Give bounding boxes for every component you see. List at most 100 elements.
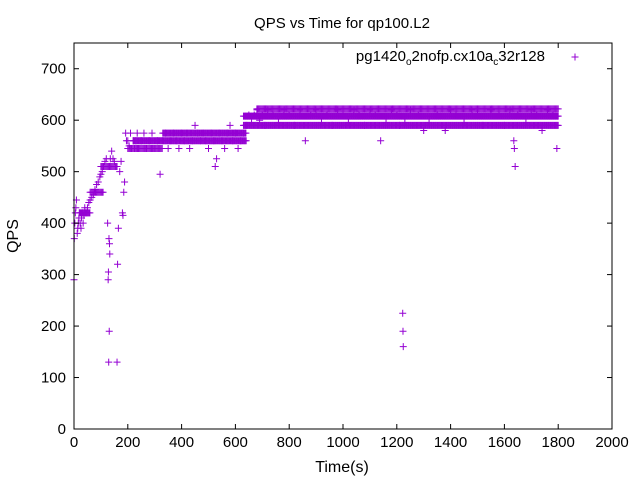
y-tick-label: 200 xyxy=(41,318,66,335)
data-point xyxy=(543,106,551,114)
data-point xyxy=(510,145,518,153)
data-point xyxy=(98,168,106,176)
legend-text-part-3: 32r128 xyxy=(498,48,545,65)
data-point xyxy=(73,229,81,237)
data-point xyxy=(377,137,385,145)
data-point xyxy=(301,137,309,145)
data-point xyxy=(126,129,134,137)
data-point xyxy=(406,106,414,114)
data-point xyxy=(420,126,428,134)
data-point xyxy=(211,163,219,171)
data-point xyxy=(117,157,125,165)
data-point xyxy=(253,106,261,114)
data-point xyxy=(164,145,172,153)
data-point xyxy=(487,106,495,114)
data-point xyxy=(104,276,112,284)
data-point xyxy=(79,219,87,227)
y-tick-label: 400 xyxy=(41,215,66,232)
data-point xyxy=(387,106,395,114)
data-point xyxy=(99,188,107,196)
data-point xyxy=(395,121,403,129)
data-point xyxy=(474,111,481,119)
data-point xyxy=(77,224,85,232)
x-tick-label: 600 xyxy=(223,434,248,451)
data-point xyxy=(145,137,153,145)
data-point xyxy=(323,111,331,119)
data-point xyxy=(291,121,299,129)
x-tick-label: 400 xyxy=(169,434,194,451)
x-tick-label: 1800 xyxy=(542,434,575,451)
data-point xyxy=(148,129,156,137)
data-point xyxy=(382,119,390,127)
data-point xyxy=(158,145,166,153)
data-point xyxy=(140,129,148,137)
data-point xyxy=(114,260,122,268)
data-point xyxy=(218,137,226,145)
data-point xyxy=(72,204,80,212)
x-tick-label: 1000 xyxy=(326,434,359,451)
data-point xyxy=(366,106,374,114)
data-point xyxy=(137,137,145,145)
data-point xyxy=(296,106,304,114)
data-point xyxy=(399,343,407,351)
data-point xyxy=(355,111,363,119)
data-point xyxy=(479,121,487,129)
data-point xyxy=(191,121,199,129)
data-point xyxy=(82,209,90,217)
legend-subscript-1: o xyxy=(406,57,412,68)
data-point xyxy=(269,111,277,119)
y-tick-label: 600 xyxy=(41,112,66,129)
data-point xyxy=(533,111,541,119)
legend: pg1420o2nofp.cx10ac32r128 xyxy=(356,48,579,68)
data-point xyxy=(205,145,212,153)
chart-title: QPS vs Time for qp100.L2 xyxy=(254,15,430,32)
data-point xyxy=(414,111,422,119)
legend-subscript-2: c xyxy=(493,57,498,68)
data-point xyxy=(344,119,352,127)
data-point xyxy=(106,250,114,258)
data-point xyxy=(460,119,468,127)
data-point xyxy=(554,112,562,120)
legend-label: pg1420o2nofp.cx10ac32r128 xyxy=(356,48,545,68)
data-point xyxy=(100,163,108,171)
data-point xyxy=(89,191,97,199)
data-point xyxy=(186,145,194,153)
x-tick-label: 200 xyxy=(115,434,140,451)
data-point xyxy=(433,111,441,119)
data-point xyxy=(223,129,231,137)
data-point xyxy=(175,145,183,153)
data-point xyxy=(506,106,514,114)
data-point xyxy=(133,129,141,137)
data-point xyxy=(106,240,114,248)
data-point xyxy=(237,137,245,145)
data-point xyxy=(108,147,116,155)
data-point xyxy=(213,155,221,163)
data-point xyxy=(143,145,151,153)
data-point xyxy=(215,129,223,137)
data-point xyxy=(226,121,234,129)
data-point xyxy=(159,137,167,145)
data-point xyxy=(500,121,508,129)
y-tick-label: 100 xyxy=(41,370,66,387)
data-point xyxy=(371,111,379,119)
data-point xyxy=(328,121,336,129)
data-point xyxy=(161,129,169,137)
x-axis-label: Time(s) xyxy=(315,459,369,476)
data-point xyxy=(112,163,120,171)
data-point xyxy=(261,121,269,129)
data-point xyxy=(121,178,129,186)
data-point xyxy=(180,137,188,145)
data-point xyxy=(514,111,522,119)
data-point xyxy=(231,129,239,137)
data-point xyxy=(110,157,118,165)
legend-marker-symbol xyxy=(571,53,579,61)
y-axis-label: QPS xyxy=(5,219,22,253)
data-point xyxy=(452,111,460,119)
data-point xyxy=(264,106,272,114)
data-point xyxy=(447,106,455,114)
legend-marker xyxy=(571,53,579,61)
x-tick-label: 1200 xyxy=(380,434,413,451)
data-point xyxy=(511,163,519,171)
y-axis: 0 100 200 300 400 500 600 700 xyxy=(41,61,612,438)
